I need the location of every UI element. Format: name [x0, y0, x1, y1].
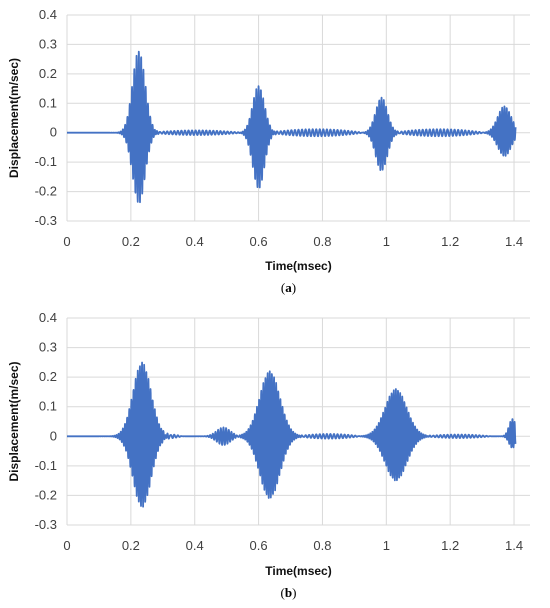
- y-tick-label: 0.4: [39, 7, 57, 22]
- y-tick-label: 0.2: [39, 369, 57, 384]
- y-tick-label: -0.3: [35, 517, 57, 532]
- y-tick-label: 0.1: [39, 95, 57, 110]
- panel-caption: (b): [281, 585, 297, 600]
- panel-caption: (a): [281, 280, 296, 295]
- displacement-series-line: [66, 361, 517, 508]
- x-axis-label: Time(msec): [265, 564, 331, 578]
- y-tick-label: -0.1: [35, 154, 57, 169]
- x-tick-label: 1.4: [505, 538, 523, 553]
- x-tick-label: 1: [383, 234, 390, 249]
- x-tick-label: 0.4: [186, 234, 204, 249]
- chart-panel-a: -0.3 -0.2 -0.1 0 0.1 0.2 0.3 0.4 0 0.2 0.4 0.6 0.8 1 1…: [7, 7, 530, 295]
- x-tick-label: 0.8: [313, 538, 331, 553]
- y-tick-label: 0.4: [39, 310, 57, 325]
- y-axis-label: Displacement(m/sec): [7, 361, 21, 481]
- x-tick-label: 1.4: [505, 234, 523, 249]
- x-tick-label: 0.2: [122, 538, 140, 553]
- x-tick-label: 1.2: [441, 538, 459, 553]
- x-tick-label: 0.6: [250, 538, 268, 553]
- y-tick-label: 0: [50, 428, 57, 443]
- x-tick-label: 0: [63, 234, 70, 249]
- x-tick-label: 0.6: [250, 234, 268, 249]
- y-tick-label: 0.3: [39, 36, 57, 51]
- y-axis-label: Displacement(m/sec): [7, 58, 21, 178]
- y-tick-label: 0.1: [39, 399, 57, 414]
- y-tick-label: -0.1: [35, 458, 57, 473]
- y-tick-label: -0.3: [35, 213, 57, 228]
- y-tick-label: 0.3: [39, 340, 57, 355]
- x-tick-label: 0.2: [122, 234, 140, 249]
- displacement-series-line: [66, 50, 517, 204]
- x-tick-label: 0.8: [313, 234, 331, 249]
- chart-panel-b: -0.3 -0.2 -0.1 0 0.1 0.2 0.3 0.4 0 0.2 0.4 0.6 0.8 1 1…: [7, 310, 530, 600]
- x-axis-label: Time(msec): [265, 259, 331, 273]
- y-tick-label: 0: [50, 125, 57, 140]
- x-tick-label: 0: [63, 538, 70, 553]
- y-tick-label: -0.2: [35, 487, 57, 502]
- x-tick-label: 1: [383, 538, 390, 553]
- y-tick-label: 0.2: [39, 66, 57, 81]
- x-tick-label: 1.2: [441, 234, 459, 249]
- y-tick-label: -0.2: [35, 184, 57, 199]
- x-tick-label: 0.4: [186, 538, 204, 553]
